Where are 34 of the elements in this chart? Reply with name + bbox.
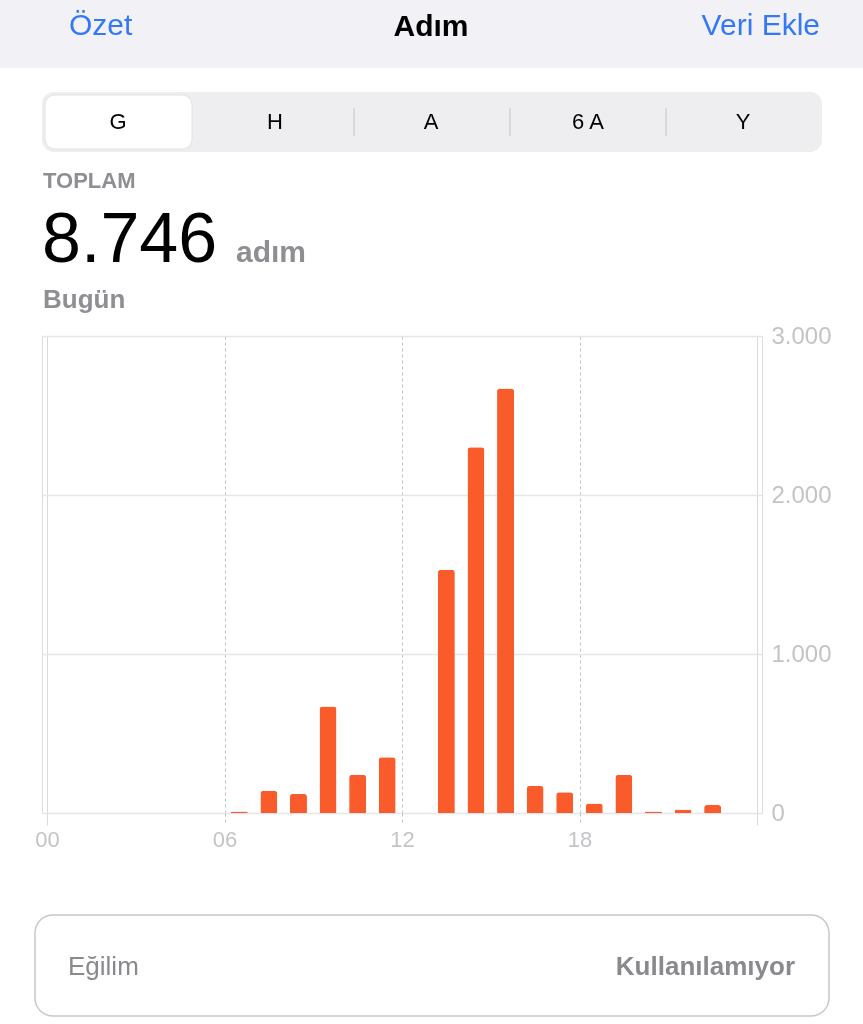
text: H <box>267 109 283 134</box>
bar <box>526 785 544 813</box>
bar <box>378 757 396 813</box>
bar <box>260 790 278 813</box>
x-tick-label: 18 <box>567 826 593 852</box>
text: Veri Ekle <box>701 8 820 41</box>
text: 6 A <box>572 109 605 134</box>
y-tick-label: 1.000 <box>771 639 832 667</box>
bar <box>615 774 633 813</box>
x-tick-label: 12 <box>390 826 415 852</box>
bar <box>349 774 367 813</box>
text: Bugün <box>43 284 126 314</box>
bar <box>289 793 307 813</box>
bar <box>704 805 722 813</box>
text: adım <box>236 235 307 268</box>
text: Kullanılamıyor <box>615 951 795 981</box>
text: TOPLAM <box>43 168 136 193</box>
y-tick-label: 2.000 <box>771 480 832 508</box>
text: 8.746 <box>42 199 218 277</box>
x-tick-label: 06 <box>212 826 238 852</box>
bar <box>556 792 574 813</box>
y-tick-label: 0 <box>771 798 785 826</box>
text: Eğilim <box>68 951 139 981</box>
bar <box>319 706 337 813</box>
bar <box>437 569 455 813</box>
text: Y <box>735 109 751 134</box>
bar <box>467 447 485 813</box>
text: A <box>423 109 439 134</box>
chart-title: Adım <box>393 9 469 42</box>
bar <box>497 388 515 813</box>
text: G <box>109 109 127 134</box>
text: Özet <box>69 8 134 41</box>
x-tick-label: 00 <box>35 826 60 852</box>
y-tick-label: 3.000 <box>771 321 832 349</box>
